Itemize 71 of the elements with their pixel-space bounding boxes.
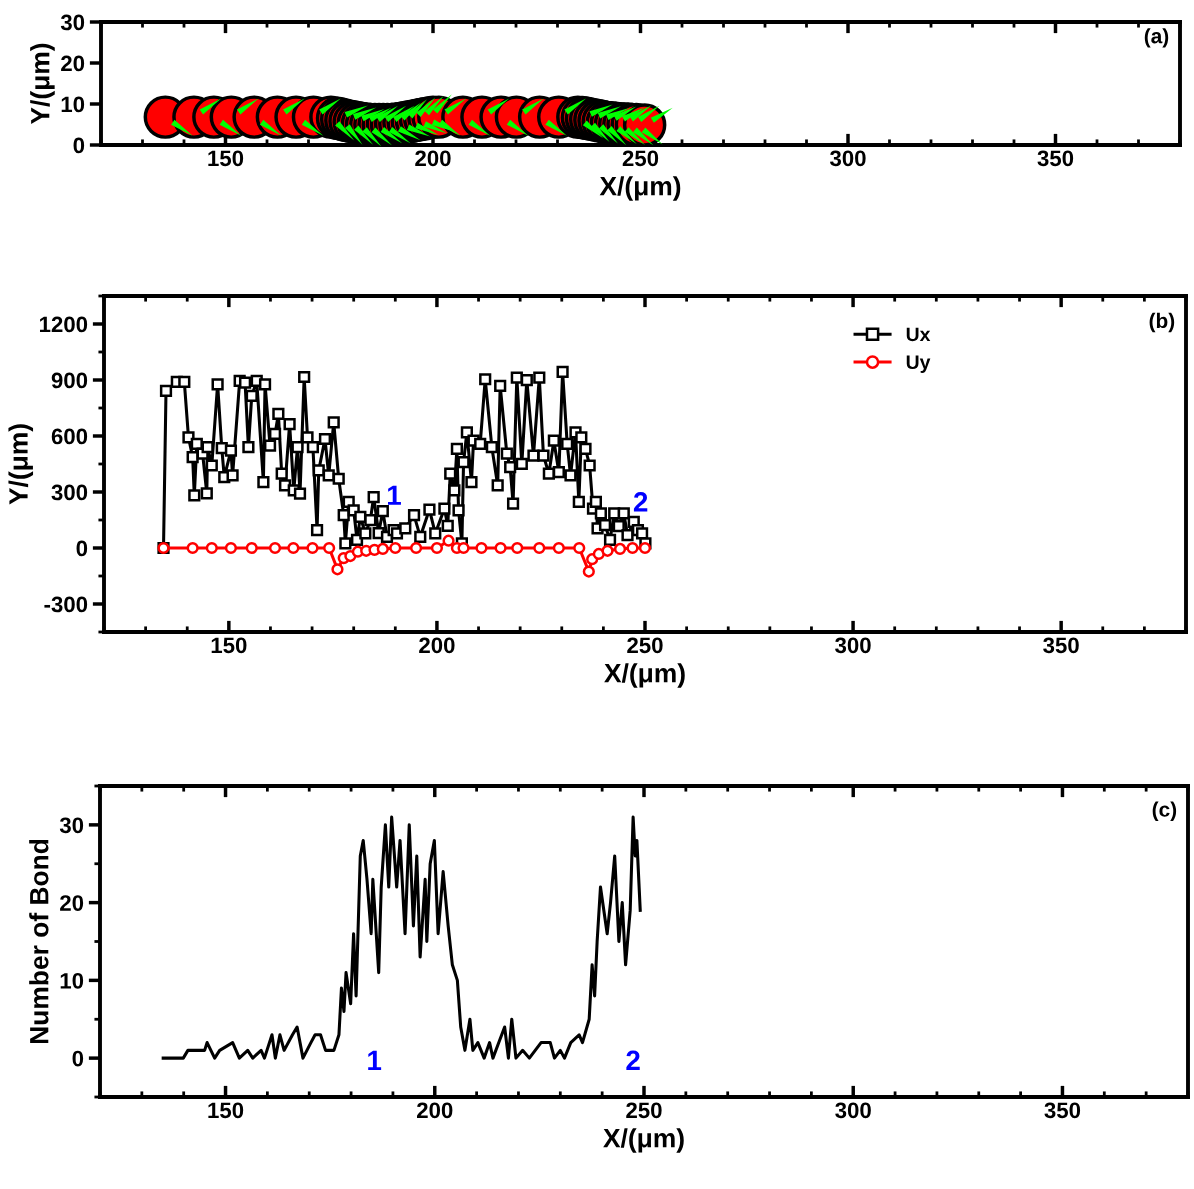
y-tick-label: 900 [51,372,88,389]
y-tick-label: 20 [61,55,85,72]
y-tick-label: 0 [72,1050,84,1067]
x-tick-label: 350 [1044,1102,1081,1119]
point [331,563,344,576]
point [389,541,402,555]
y-tick-label: 600 [51,428,88,445]
point [186,541,199,555]
point [323,541,336,555]
x-tick-label: 150 [208,1102,244,1119]
y-axis-title: Number of Bond [29,839,49,1044]
point [376,542,389,556]
x-tick-label: 150 [208,150,244,167]
point [533,541,546,555]
x-tick-label: 300 [829,150,866,167]
point [582,565,595,578]
legend-label: Ux [906,327,931,342]
point [410,541,423,555]
point [552,541,565,555]
point [601,544,614,557]
point [457,541,470,555]
point [592,547,605,561]
point [494,541,507,555]
point [268,541,282,555]
x-tick-label: 350 [1037,150,1074,167]
y-axis-title: Y/(μm) [8,424,34,505]
point [306,541,319,555]
y-tick-label: 20 [60,895,84,911]
x-tick-label: 300 [835,637,871,654]
point [626,541,639,555]
x-axis-title: X/(μm) [604,663,685,688]
x-axis-title: X/(μm) [603,1128,684,1153]
x-tick-label: 250 [622,150,659,167]
x-tick-label: 350 [1043,637,1079,654]
y-tick-label: 300 [51,484,88,501]
annotation: (c) [1152,801,1177,821]
point [245,541,258,555]
point [205,541,218,555]
x-tick-label: 250 [627,637,663,654]
y-tick-label: 30 [60,14,85,31]
x-tick-label: 200 [417,1102,453,1119]
point [224,541,238,555]
x-tick-label: 250 [626,1102,662,1119]
y-tick-label: 30 [59,817,84,834]
point [511,541,524,555]
x-tick-label: 150 [211,637,247,654]
x-tick-label: 300 [835,1102,871,1119]
y-tick-label: 1200 [40,316,88,333]
y-tick-label: 10 [61,96,85,113]
annotation: (a) [1144,28,1169,48]
annotation: 1 [388,485,401,505]
annotation: 2 [626,1050,640,1070]
x-tick-label: 200 [419,637,455,654]
x-tick-label: 200 [415,150,451,167]
point [638,541,652,555]
y-tick-label: 0 [73,137,85,154]
point [613,542,627,556]
point [430,541,444,555]
point [287,541,300,555]
x-axis-title: X/(μm) [599,176,681,201]
annotation: 2 [633,492,648,512]
legend-label: Uy [906,355,931,373]
annotation: 1 [368,1050,382,1070]
point [442,534,455,547]
y-tick-label: 10 [60,972,84,989]
point [573,541,586,555]
y-tick-label: 0 [76,540,88,557]
point [475,541,488,555]
y-tick-label: -300 [44,596,88,613]
y-axis-title: Y/(μm) [30,43,55,125]
annotation: (b) [1149,312,1175,333]
